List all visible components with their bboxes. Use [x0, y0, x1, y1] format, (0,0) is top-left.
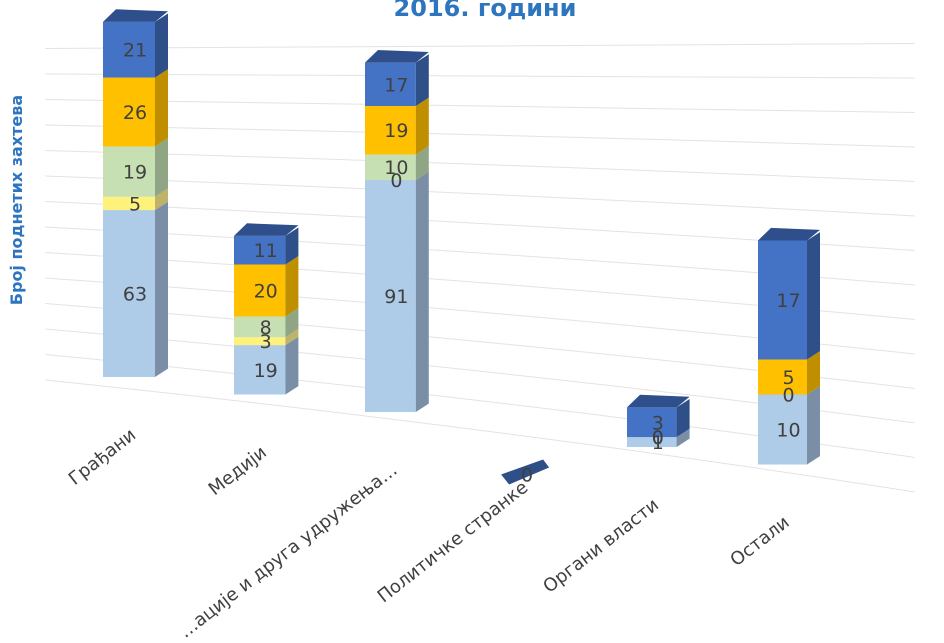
bar-segment-side — [155, 69, 168, 147]
data-label: 19 — [254, 360, 278, 382]
category-label: Политичке странке — [374, 477, 533, 607]
gridline — [44, 175, 916, 217]
bar-segment-side — [285, 227, 299, 265]
bar-top — [365, 50, 429, 63]
bar-segment — [234, 337, 286, 346]
data-label: 3 — [652, 412, 664, 434]
bar-segment — [234, 264, 286, 317]
chart-title: 2016. години — [394, 0, 577, 22]
bar-segment — [365, 179, 416, 412]
gridline — [44, 73, 916, 79]
bar-segment-side — [285, 308, 299, 338]
category-label: Грађани — [65, 424, 140, 489]
bar-segment — [234, 235, 286, 265]
bar-segment-side — [155, 201, 168, 377]
data-label: 5 — [129, 193, 141, 215]
bar-segment-side — [285, 256, 299, 317]
bar-segment — [758, 394, 807, 465]
bar-segment — [103, 146, 155, 197]
bar-segment-side — [807, 351, 820, 395]
category-labels: Грађани Медији…ацијe и друга удружења…Пол… — [65, 424, 794, 642]
bar-segment-side — [807, 386, 820, 465]
bar-segment-side — [285, 328, 299, 346]
bar-segment-side — [155, 138, 168, 197]
data-label: 63 — [123, 284, 147, 306]
data-label: 19 — [384, 120, 408, 142]
data-label: 0 — [390, 170, 402, 192]
bar-top — [758, 227, 820, 241]
bar-segment — [758, 359, 807, 395]
data-label: 8 — [260, 317, 272, 339]
category-label: Остали — [726, 512, 793, 571]
bar-segment-side — [676, 399, 690, 438]
bar-segment-side — [676, 428, 690, 447]
bar-segment — [758, 240, 807, 360]
data-label: 11 — [254, 240, 278, 262]
bar-segment — [365, 62, 416, 106]
bar-segment — [103, 21, 155, 78]
data-label: 0 — [521, 465, 533, 487]
data-label: 17 — [384, 74, 408, 96]
bar-segment-side — [155, 13, 168, 78]
bar-top — [627, 394, 690, 408]
bar-segment-side — [415, 146, 429, 180]
gridlines — [44, 43, 916, 493]
data-labels: 635192621193820119101019170100031000517 — [123, 40, 801, 487]
bar-segment-side — [285, 336, 299, 395]
gridline — [44, 43, 916, 49]
data-label: 0 — [652, 427, 664, 449]
data-label: 21 — [123, 40, 147, 62]
gridline — [44, 124, 916, 148]
bar-segment — [627, 437, 677, 447]
category-label: Органи власти — [539, 494, 663, 597]
gridline — [44, 99, 916, 113]
bar-segment — [103, 196, 155, 211]
data-label: 19 — [123, 162, 147, 184]
data-label: 10 — [384, 157, 408, 179]
data-label: 20 — [254, 281, 278, 303]
bar-segment — [103, 77, 155, 147]
bar-segment-side — [807, 232, 820, 360]
y-axis-title: Број поднетих захтева — [7, 95, 26, 305]
data-label: 3 — [260, 331, 272, 353]
bar-segment-side — [415, 54, 429, 106]
bar-top — [103, 9, 168, 22]
bar-segment — [103, 210, 155, 377]
data-label: 17 — [776, 290, 800, 312]
category-label: Медији — [205, 442, 271, 500]
bars — [103, 9, 820, 485]
data-label: 91 — [384, 286, 408, 308]
gridline — [44, 150, 916, 182]
data-label: 5 — [782, 367, 794, 389]
bar-segment-side — [415, 171, 429, 412]
bar-segment — [234, 316, 286, 338]
zero-bar — [501, 459, 550, 485]
gridline — [44, 379, 916, 493]
bar-segment — [365, 106, 416, 155]
data-label: 26 — [123, 102, 147, 124]
data-label: 1 — [652, 432, 664, 454]
data-label: 0 — [782, 385, 794, 407]
bar-segment-side — [155, 188, 168, 211]
bar-segment — [234, 345, 286, 395]
data-label: 0 — [652, 427, 664, 449]
bar-segment — [365, 154, 416, 180]
data-label: 10 — [776, 420, 800, 442]
bar-segment-side — [415, 97, 429, 155]
bar-segment — [627, 407, 677, 438]
bar-top — [234, 223, 299, 236]
